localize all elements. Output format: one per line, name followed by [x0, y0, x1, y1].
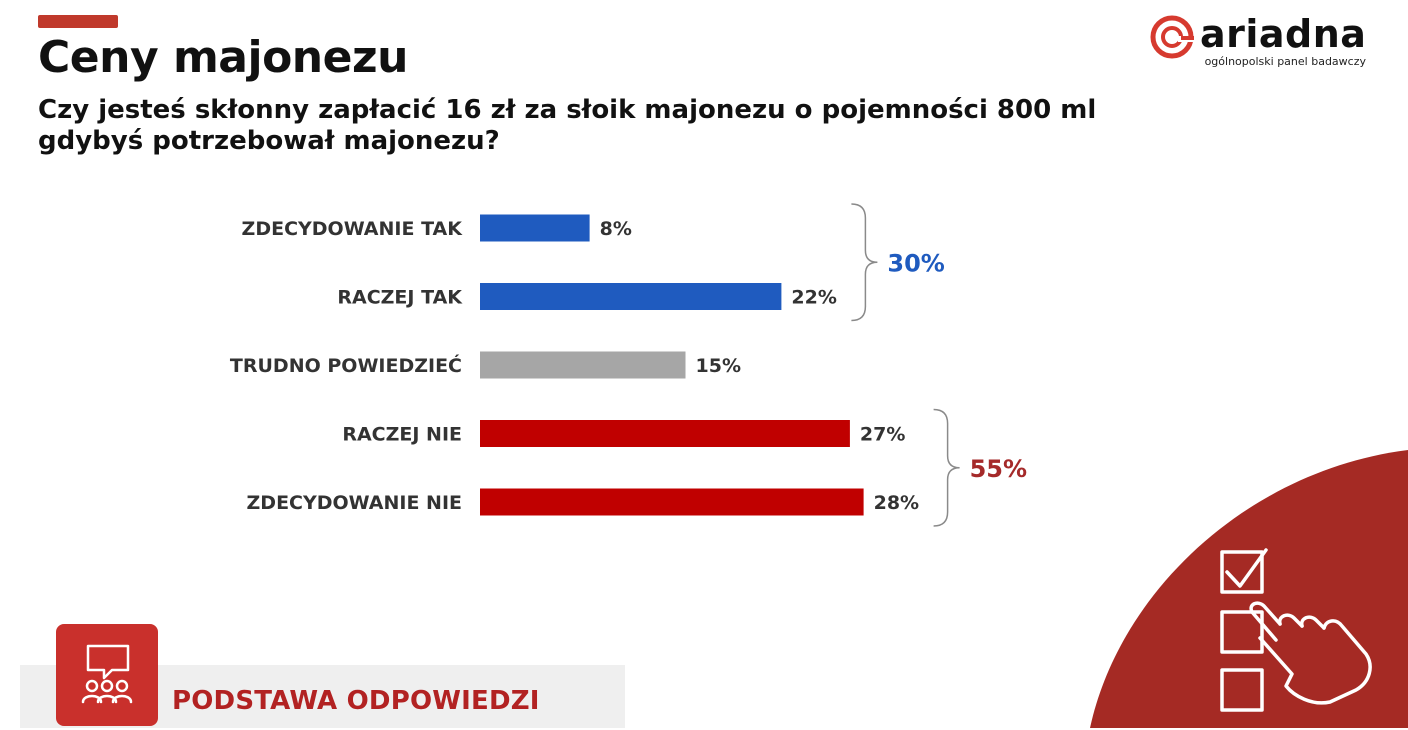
survey-question: Czy jesteś skłonny zapłacić 16 zł za sło…: [38, 95, 1097, 156]
page-title: Ceny majonezu: [38, 32, 408, 83]
bar: [480, 420, 850, 447]
bar-chart: ZDECYDOWANIE TAK 8% RACZEJ TAK 22% TRUDNO PO…: [230, 203, 1027, 527]
ariadna-logo-icon: [1150, 15, 1194, 59]
logo-tagline: ogólnopolski panel badawczy: [1204, 55, 1366, 68]
bar: [480, 214, 590, 242]
respondents-icon: [81, 644, 133, 704]
bar: [480, 351, 686, 379]
group-bracket: [933, 408, 960, 527]
bar: [480, 283, 782, 310]
value-label: 27%: [860, 424, 905, 446]
checklist-icon: [1220, 548, 1268, 712]
title-accent-bar: [38, 15, 118, 28]
group-total-label: 55%: [970, 455, 1027, 483]
survey-corner-graphic: [1090, 450, 1408, 728]
category-label: TRUDNO POWIEDZIEĆ: [230, 353, 462, 377]
value-label: 15%: [696, 355, 741, 377]
pointing-hand-icon: [1249, 601, 1372, 705]
category-label: ZDECYDOWANIE NIE: [247, 492, 462, 514]
footer-label: PODSTAWA ODPOWIEDZI: [172, 686, 540, 716]
category-label: RACZEJ NIE: [342, 424, 462, 446]
group-total-label: 30%: [887, 249, 944, 277]
category-label: RACZEJ TAK: [337, 287, 463, 309]
value-label: 28%: [874, 492, 919, 514]
value-label: 8%: [600, 218, 632, 240]
category-label: ZDECYDOWANIE TAK: [242, 218, 464, 240]
ariadna-logo: ariadna ogólnopolski panel badawczy: [1150, 10, 1370, 72]
value-label: 22%: [791, 287, 836, 309]
respondents-icon-box: [56, 624, 158, 726]
logo-brand-text: ariadna: [1200, 12, 1367, 56]
group-bracket: [851, 203, 878, 322]
bar: [480, 488, 864, 516]
